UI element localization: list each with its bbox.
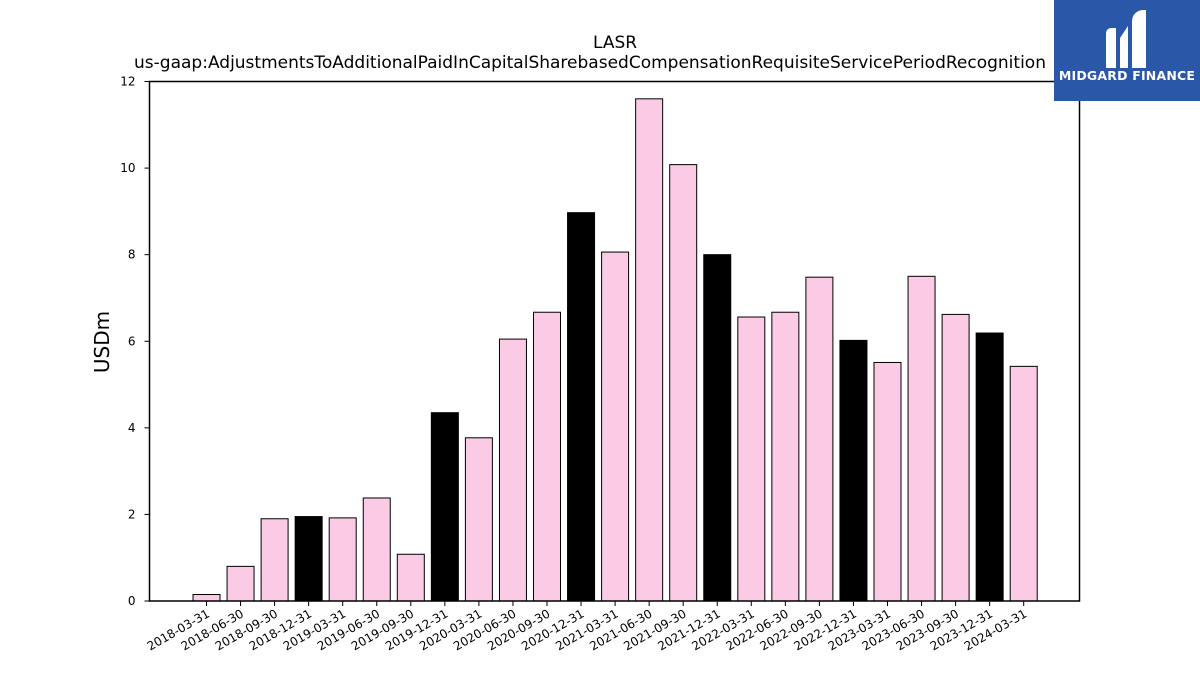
bar-2022-09-30 bbox=[805, 276, 834, 602]
bar-2018-12-31 bbox=[294, 516, 323, 602]
bar-2018-09-30 bbox=[260, 518, 289, 602]
bar-2020-09-30 bbox=[533, 311, 561, 602]
bar-2021-03-31 bbox=[601, 251, 630, 602]
bar-2024-03-31 bbox=[1009, 365, 1038, 602]
logo-text: MIDGARD FINANCE bbox=[1058, 68, 1196, 83]
y-tick-label: 10 bbox=[120, 161, 135, 175]
bar-2020-12-31 bbox=[567, 212, 596, 602]
bar-2021-09-30 bbox=[669, 164, 698, 602]
bar-2022-06-30 bbox=[771, 311, 800, 602]
chart-subtitle: us-gaap:AdjustmentsToAdditionalPaidInCap… bbox=[134, 53, 1046, 73]
y-axis: 0 2 4 6 8 10 12 bbox=[120, 75, 150, 608]
bar-2018-03-31 bbox=[192, 594, 221, 602]
plot-frame bbox=[148, 80, 1081, 602]
bar-2019-03-31 bbox=[328, 517, 357, 602]
bar-2023-03-31 bbox=[873, 361, 902, 602]
x-axis: 2018-03-312018-06-302018-09-302018-12-31… bbox=[145, 601, 1029, 653]
bar-2018-06-30 bbox=[226, 565, 255, 602]
y-tick-label: 12 bbox=[120, 75, 135, 89]
y-tick-label: 8 bbox=[128, 248, 136, 262]
bar-2019-12-31 bbox=[430, 412, 459, 602]
y-tick-label: 2 bbox=[128, 507, 136, 521]
chart-title: LASR bbox=[593, 33, 637, 53]
bar-2022-03-31 bbox=[737, 316, 766, 602]
midgard-logo-icon bbox=[1106, 10, 1146, 68]
midgard-finance-logo: MIDGARD FINANCE bbox=[1054, 0, 1200, 101]
y-tick-label: 6 bbox=[128, 334, 136, 348]
bar-2021-06-30 bbox=[635, 98, 664, 602]
bar-2021-12-31 bbox=[703, 254, 732, 602]
bars-group bbox=[192, 98, 1038, 602]
bar-2019-09-30 bbox=[396, 553, 425, 602]
bar-2019-06-30 bbox=[362, 497, 391, 602]
bar-2023-06-30 bbox=[907, 275, 936, 602]
bar-2023-09-30 bbox=[941, 313, 970, 602]
y-tick-label: 4 bbox=[128, 421, 136, 435]
bar-2023-12-31 bbox=[975, 332, 1004, 602]
bar-2020-06-30 bbox=[498, 338, 527, 602]
bar-2022-12-31 bbox=[839, 339, 868, 602]
y-axis-label: USDm bbox=[90, 311, 114, 373]
y-tick-label: 0 bbox=[128, 594, 136, 608]
bar-2020-03-31 bbox=[464, 437, 493, 602]
